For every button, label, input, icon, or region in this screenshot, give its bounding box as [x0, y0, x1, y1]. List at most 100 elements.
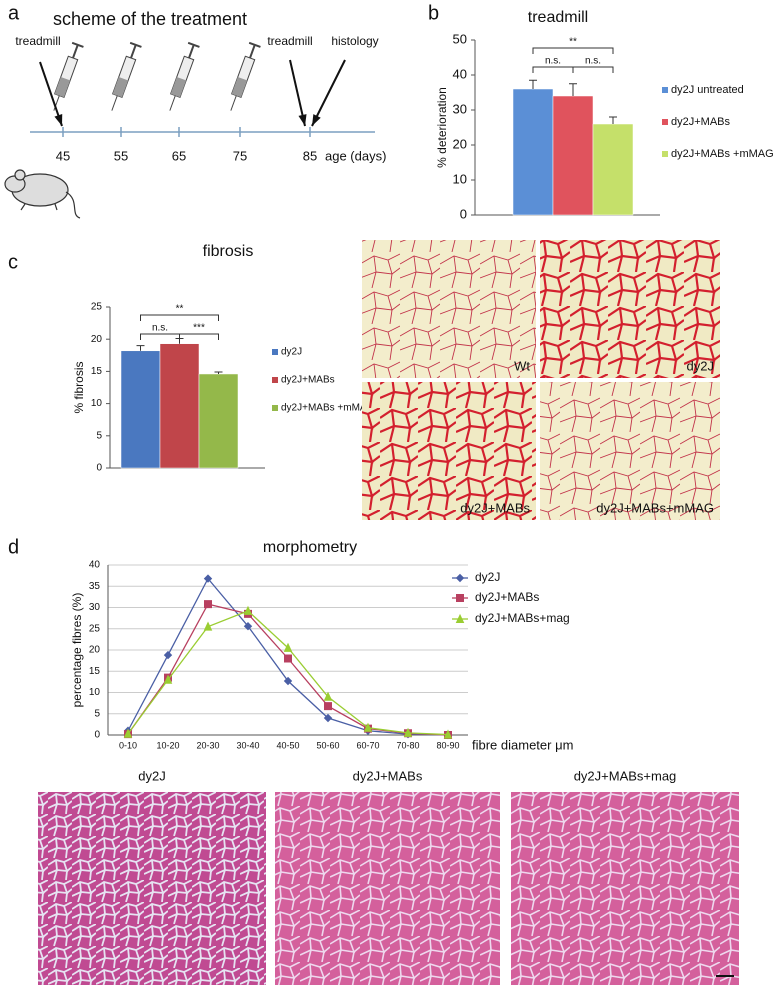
- timeline-label: 75: [233, 148, 247, 163]
- image-label: dy2J+MABs+mMAG: [596, 500, 714, 515]
- image-label: dy2J: [687, 358, 714, 373]
- legend-swatch: [272, 377, 278, 383]
- y-tick-label: 25: [91, 302, 103, 313]
- y-tick-label: 35: [89, 581, 101, 592]
- legend-swatch: [272, 349, 278, 355]
- event-label: treadmill: [267, 34, 312, 48]
- image-label: dy2J+MABs: [460, 500, 530, 515]
- syringe-plunger: [72, 44, 79, 59]
- event-label: histology: [331, 34, 378, 48]
- error-bar: [609, 116, 617, 124]
- timeline-label: 55: [114, 148, 128, 163]
- y-tick-label: 50: [453, 31, 467, 46]
- point: [243, 605, 253, 615]
- x-tick-label: 0-10: [119, 740, 137, 750]
- legend-label: dy2J+MABs: [281, 375, 335, 386]
- x-tick-label: 20-30: [196, 740, 219, 750]
- error-bar: [569, 83, 577, 96]
- point: [284, 654, 292, 663]
- x-axis-label: fibre diameter μm: [472, 737, 573, 752]
- y-tick-label: 10: [91, 398, 103, 409]
- series-line: [127, 610, 449, 736]
- significance-bracket: [532, 47, 614, 54]
- y-tick-label: 20: [453, 136, 467, 151]
- y-tick-label: 0: [96, 463, 102, 474]
- image-label: dy2J+MABs+mag: [574, 768, 677, 783]
- y-tick-label: 30: [89, 602, 101, 613]
- syringe-needle: [230, 95, 237, 111]
- point: [323, 713, 333, 723]
- syringe: [53, 41, 84, 111]
- bar: [512, 88, 554, 216]
- point: [204, 600, 212, 609]
- point: [403, 727, 413, 737]
- event-arrowhead: [298, 114, 307, 126]
- chart-title: fibrosis: [203, 243, 254, 260]
- histology-image: [540, 382, 720, 520]
- syringe-handle: [248, 41, 261, 48]
- y-axis-label: % deterioration: [435, 87, 449, 168]
- point: [203, 574, 213, 583]
- histology-image: [38, 792, 266, 985]
- legend-swatch: [662, 151, 668, 157]
- y-tick-label: 40: [89, 560, 101, 571]
- point: [163, 674, 173, 684]
- y-tick-label: 10: [89, 687, 101, 698]
- significance-label: **: [569, 37, 577, 48]
- legend-label: dy2J+MABs +mMAG: [671, 148, 774, 160]
- y-tick-label: 5: [94, 708, 100, 719]
- y-tick-label: 30: [453, 101, 467, 116]
- legend-swatch: [662, 87, 668, 93]
- significance-label: n.s.: [585, 56, 601, 67]
- event-arrow: [311, 59, 346, 127]
- syringe-handle: [129, 41, 142, 48]
- event-arrowhead: [312, 114, 321, 126]
- panel-label: b: [428, 2, 439, 24]
- x-tick-label: 10-20: [156, 740, 179, 750]
- histology-image: [362, 240, 536, 378]
- syringe-plunger: [188, 44, 195, 59]
- syringe-plunger: [130, 44, 137, 59]
- image-label: Wt: [514, 358, 530, 373]
- significance-bracket: [532, 66, 574, 73]
- legend-marker: [455, 573, 465, 583]
- y-axis-label: percentage fibres (%): [70, 593, 84, 708]
- y-tick-label: 15: [91, 366, 103, 377]
- significance-bracket: [140, 314, 219, 321]
- mouse-icon: [4, 169, 81, 219]
- histology-image: [540, 240, 720, 378]
- syringe-fluid: [231, 76, 248, 98]
- y-tick-label: 20: [91, 334, 103, 345]
- image-label: dy2J+MABs: [353, 768, 423, 783]
- scheme-title: scheme of the treatment: [53, 9, 247, 29]
- event-label: treadmill: [15, 34, 60, 48]
- x-tick-label: 50-60: [316, 740, 339, 750]
- legend-swatch: [662, 119, 668, 125]
- significance-bracket: [179, 333, 219, 340]
- legend-swatch: [272, 405, 278, 411]
- legend-marker: [456, 594, 464, 602]
- x-tick-label: 60-70: [356, 740, 379, 750]
- point: [443, 729, 453, 739]
- syringe-needle: [111, 95, 118, 111]
- legend-label: dy2J+MABs+mag: [475, 611, 570, 625]
- legend-label: dy2J: [281, 347, 302, 358]
- legend-marker: [455, 613, 465, 623]
- error-bar: [214, 371, 223, 374]
- syringe: [230, 41, 261, 111]
- image-label: dy2J: [138, 768, 165, 783]
- point: [363, 722, 373, 732]
- y-tick-label: 0: [94, 730, 100, 741]
- point: [323, 691, 333, 701]
- y-tick-label: 40: [453, 66, 467, 81]
- x-tick-label: 80-90: [436, 740, 459, 750]
- panel-label: c: [8, 251, 18, 273]
- chart-title: morphometry: [263, 539, 357, 556]
- syringe-fluid: [170, 76, 187, 98]
- legend-label: dy2J+MABs: [671, 116, 730, 128]
- syringe: [111, 41, 142, 111]
- chart-title: treadmill: [528, 9, 588, 26]
- syringe: [169, 41, 200, 111]
- significance-bracket: [140, 333, 180, 340]
- event-arrowhead: [54, 114, 63, 126]
